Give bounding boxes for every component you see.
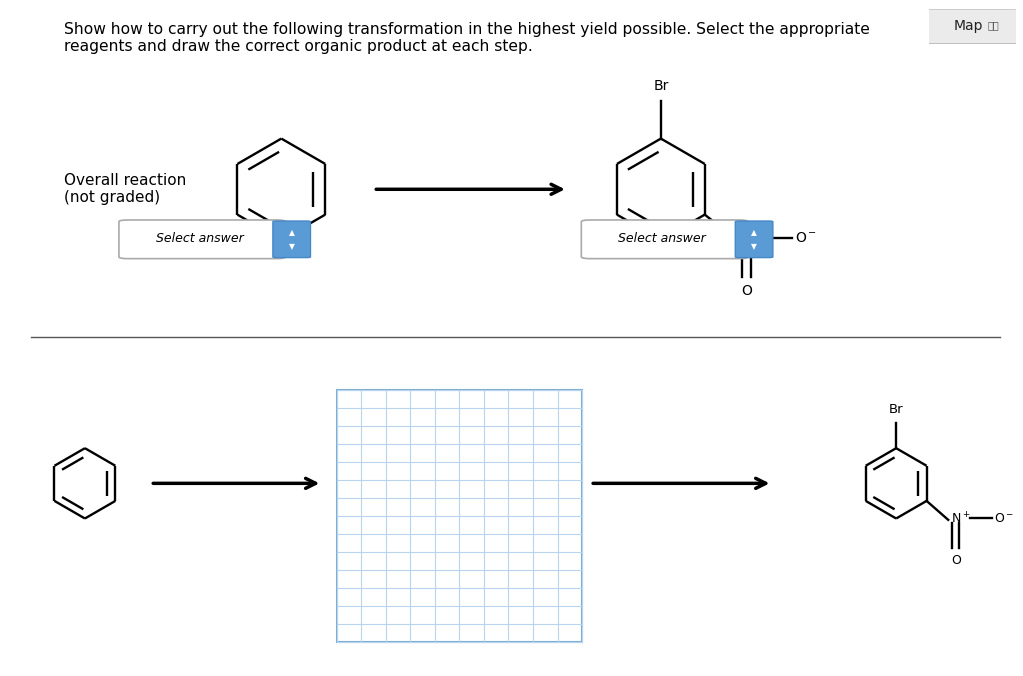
FancyBboxPatch shape bbox=[119, 220, 285, 259]
Text: Select answer: Select answer bbox=[155, 232, 243, 245]
Text: Br: Br bbox=[653, 79, 669, 93]
Text: Select answer: Select answer bbox=[618, 232, 706, 245]
Text: ▲: ▲ bbox=[288, 228, 295, 237]
Text: Overall reaction
(not graded): Overall reaction (not graded) bbox=[64, 173, 187, 206]
Text: ▼: ▼ bbox=[288, 242, 295, 251]
Text: O: O bbox=[741, 284, 752, 297]
FancyBboxPatch shape bbox=[926, 9, 1019, 44]
FancyBboxPatch shape bbox=[581, 220, 748, 259]
Text: Show how to carry out the following transformation in the highest yield possible: Show how to carry out the following tran… bbox=[64, 22, 871, 54]
Text: $\mathrm{O^-}$: $\mathrm{O^-}$ bbox=[795, 231, 816, 245]
Text: Map: Map bbox=[953, 19, 983, 32]
Text: ▼: ▼ bbox=[751, 242, 757, 251]
FancyBboxPatch shape bbox=[736, 221, 773, 258]
Bar bbox=[337, 390, 582, 642]
Text: ▲: ▲ bbox=[751, 228, 757, 237]
Text: 🏠🏠: 🏠🏠 bbox=[988, 21, 999, 30]
Text: Br: Br bbox=[889, 403, 903, 416]
Text: O: O bbox=[951, 554, 962, 566]
Text: $\mathrm{N^+}$: $\mathrm{N^+}$ bbox=[742, 230, 763, 247]
Text: $\mathrm{N^+}$: $\mathrm{N^+}$ bbox=[951, 511, 971, 526]
Text: $\mathrm{O^-}$: $\mathrm{O^-}$ bbox=[994, 512, 1014, 525]
FancyBboxPatch shape bbox=[273, 221, 311, 258]
